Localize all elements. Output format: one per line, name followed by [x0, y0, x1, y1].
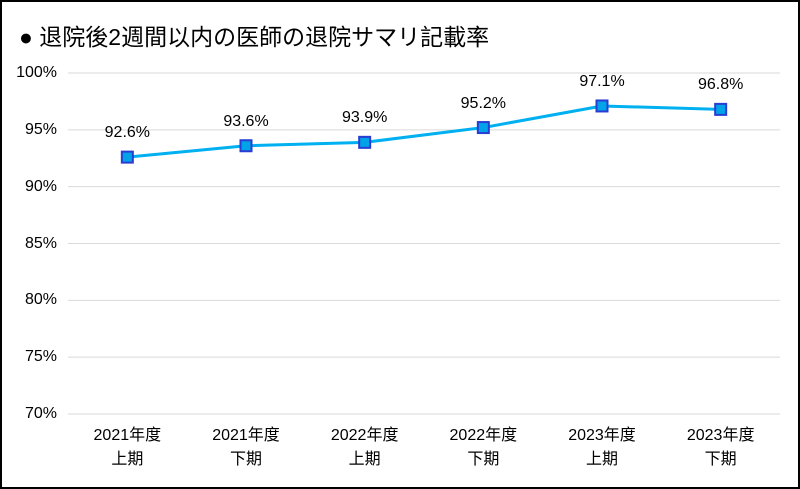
x-axis-category-label: 2022年度 下期 [449, 427, 518, 468]
data-point-marker [120, 150, 134, 164]
series-line [125, 104, 723, 159]
data-point-marker [595, 99, 609, 113]
x-axis-category-label: 2021年度 下期 [212, 427, 280, 468]
data-label: 95.2% [460, 94, 507, 112]
y-axis-tick-label: 80% [24, 291, 57, 309]
data-point-marker [714, 102, 728, 116]
data-point-marker [239, 139, 253, 153]
y-axis-tick-label: 90% [24, 177, 57, 195]
data-label: 92.6% [104, 124, 151, 142]
y-axis-tick-label: 70% [24, 405, 57, 422]
y-axis-tick-label: 75% [24, 348, 57, 366]
x-axis-category-label: 2023年度 上期 [568, 427, 636, 468]
data-point-marker [358, 135, 372, 149]
y-axis-tick-label: 100% [16, 64, 57, 81]
x-axis-category-label: 2023年度 下期 [686, 427, 755, 468]
x-axis-category-label: 2022年度 上期 [330, 427, 399, 468]
data-label: 93.6% [223, 112, 269, 130]
data-label: 93.9% [341, 109, 388, 127]
data-label: 96.8% [697, 76, 744, 94]
data-point-marker [476, 121, 490, 135]
x-axis-category-label: 2021年度 上期 [93, 427, 162, 468]
y-axis-tick-label: 85% [24, 234, 57, 252]
y-axis-tick-label: 95% [24, 120, 57, 138]
chart-title: ● 退院後2週間以内の医師の退院サマリ記載率 [19, 24, 490, 50]
data-label: 97.1% [579, 72, 625, 90]
